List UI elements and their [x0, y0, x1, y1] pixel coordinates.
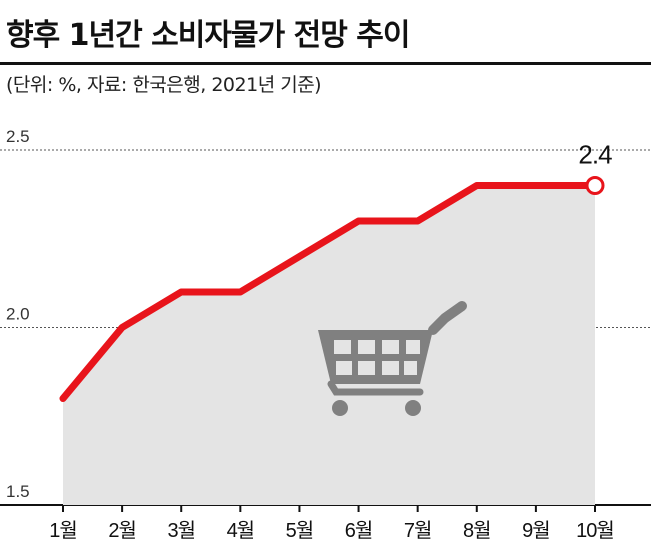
x-tick-label: 6월	[345, 519, 373, 542]
x-tick-label: 2월	[108, 519, 136, 542]
x-tick-label: 5월	[286, 519, 314, 542]
y-tick-label: 1.5	[6, 482, 30, 501]
y-tick-label: 2.5	[6, 127, 30, 146]
chart-title: 향후 1년간 소비자물가 전망 추이	[6, 18, 410, 53]
x-tick-label: 3월	[167, 519, 195, 542]
x-tick-label: 10월	[576, 519, 614, 542]
title-divider	[0, 62, 651, 65]
x-tick-label: 9월	[522, 519, 550, 542]
shopping-cart-icon	[318, 301, 467, 416]
x-tick-label: 7월	[404, 519, 432, 542]
series-line	[59, 182, 599, 402]
x-tick-label: 4월	[227, 519, 255, 542]
highlight-value-label: 2.4	[578, 140, 612, 170]
highlight-point	[585, 176, 605, 195]
x-tick-label: 8월	[463, 519, 491, 542]
x-tick-label: 1월	[49, 519, 77, 542]
y-tick-label: 2.0	[6, 305, 30, 324]
label-layer: 2.5 2.0 1.5 2.4 1월 2월 3월 4월 5월 6월 7월 8월 9월 10월	[6, 127, 615, 542]
series-line-layer	[59, 176, 605, 402]
chart-subtitle: (단위: %, 자료: 한국은행, 2021년 기준)	[6, 74, 322, 96]
